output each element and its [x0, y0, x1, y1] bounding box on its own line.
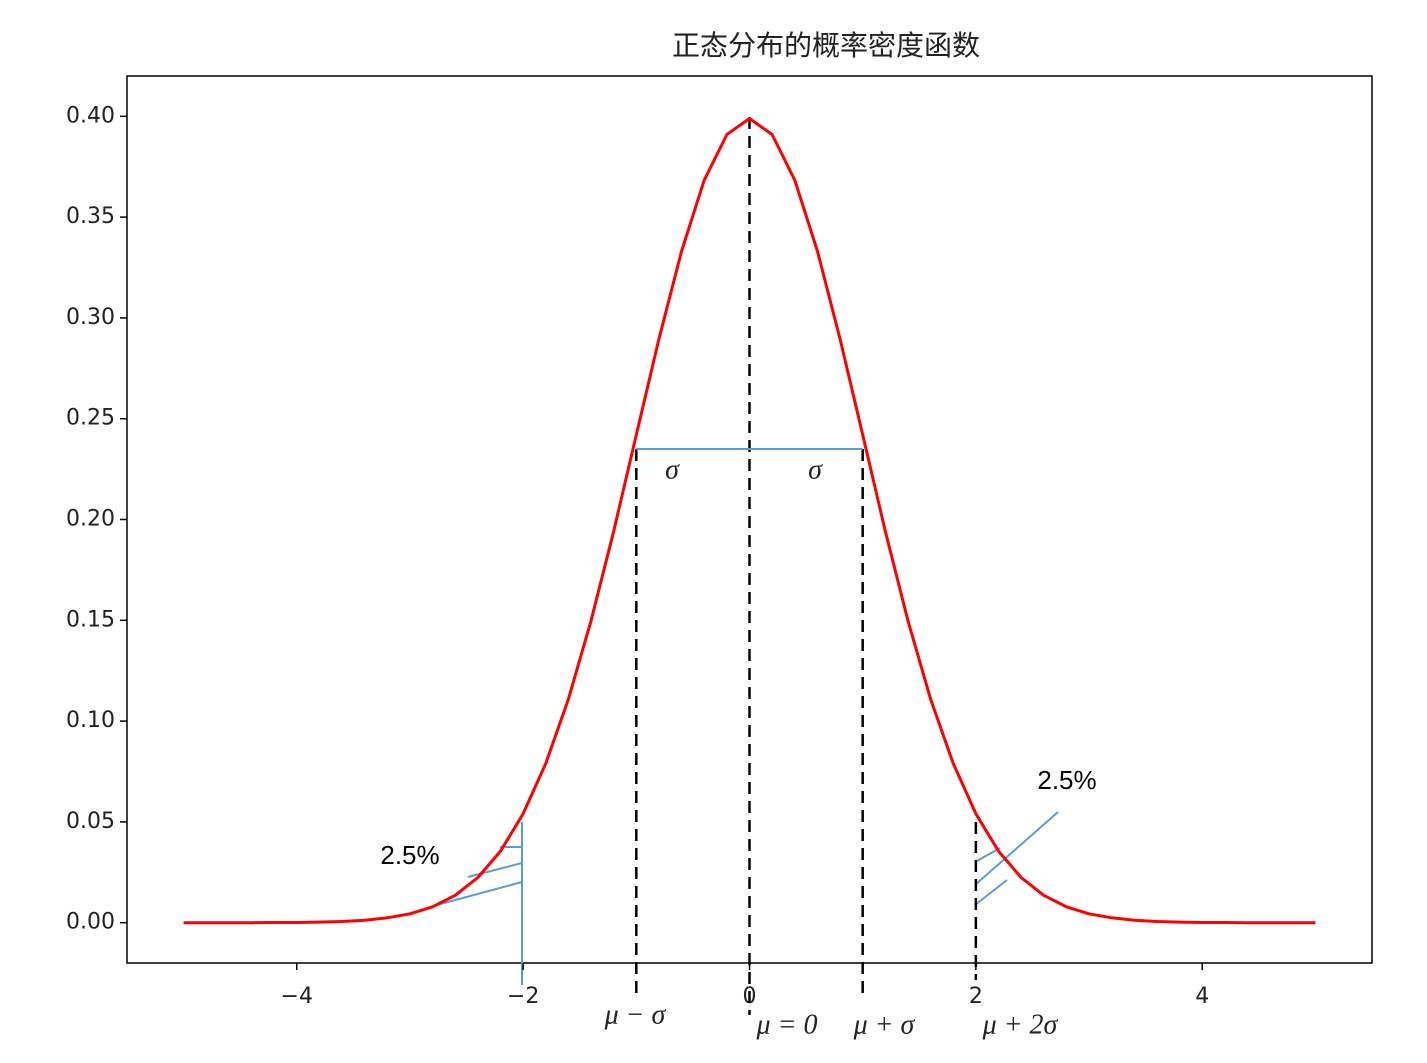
hatch [974, 811, 1059, 886]
hatch [432, 881, 523, 907]
reference-label: μ = 0 [756, 1009, 818, 1040]
y-tick-label: 0.40 [66, 103, 115, 128]
reference-label: μ + 2σ [982, 1009, 1059, 1040]
y-tick-label: 0.15 [66, 607, 115, 632]
y-tick-label: 0.20 [66, 507, 115, 532]
x-tick-label: −4 [281, 984, 313, 1009]
tail-hatch-right [974, 811, 1059, 906]
sigma-label: σ [808, 454, 823, 485]
x-tick-label: −2 [507, 984, 539, 1009]
y-tick-label: 0.25 [66, 406, 115, 431]
reference-label: μ − σ [604, 999, 667, 1030]
y-tick-label: 0.30 [66, 305, 115, 330]
y-tick-label: 0.35 [66, 204, 115, 229]
y-tick-label: 0.05 [66, 809, 115, 834]
x-tick-label: 2 [969, 984, 983, 1009]
x-tick-label: 4 [1195, 984, 1209, 1009]
tail-label: 2.5% [380, 840, 439, 870]
hatch [974, 879, 1008, 906]
curve [183, 117, 1316, 925]
hatch [974, 847, 1001, 863]
sigma-label: σ [665, 454, 680, 485]
reference-label: μ + σ [853, 1009, 916, 1040]
tail-label: 2.5% [1037, 765, 1096, 795]
y-tick-label: 0.00 [66, 910, 115, 935]
y-tick-label: 0.10 [66, 708, 115, 733]
hatch [467, 862, 523, 878]
chart-title: 正态分布的概率密度函数 [672, 29, 980, 62]
